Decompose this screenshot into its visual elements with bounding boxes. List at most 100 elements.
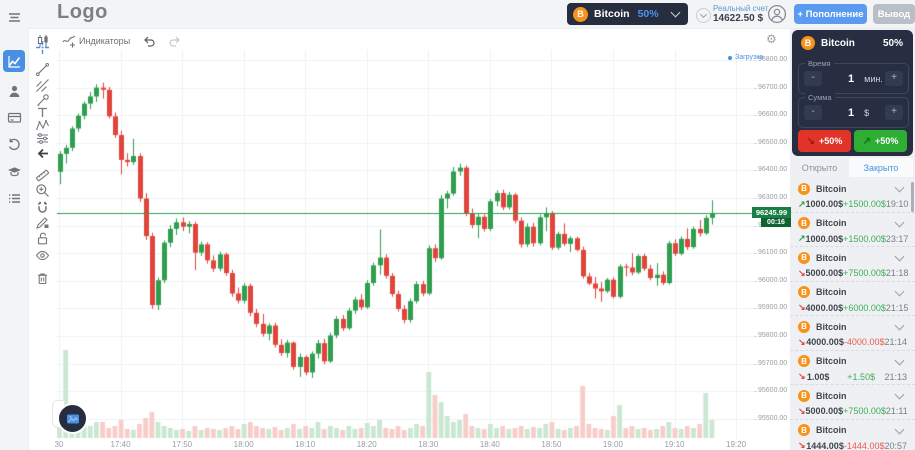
redo-button[interactable] <box>168 34 182 48</box>
amount-value[interactable]: 1 <box>848 106 855 119</box>
chevron-down-icon[interactable] <box>894 320 905 331</box>
sidebar-item-chart[interactable] <box>3 50 25 72</box>
trade-profit: +1500.00$ <box>843 199 886 209</box>
trade-asset: Bitcoin <box>816 183 847 194</box>
bet-up-button[interactable]: ↗ +50% <box>854 130 907 152</box>
time-tick: 17:40 <box>110 440 131 449</box>
eye-icon[interactable] <box>35 248 50 263</box>
sidebar-item-payments[interactable] <box>5 108 23 126</box>
price-axis[interactable]: 96800.00 96700.00 96600.00 96500.00 96400.00… <box>753 50 790 440</box>
drawing-tools <box>28 28 57 450</box>
zoom-in-icon[interactable] <box>35 183 50 198</box>
candle-style-button[interactable] <box>36 34 50 48</box>
amount-minus-button[interactable]: - <box>804 105 822 120</box>
time-label: Время <box>805 59 834 68</box>
trade-row[interactable]: B Bitcoin ↘ 1444.00$ -1444.00$ 20:57 <box>790 420 915 450</box>
trade-direction-icon: ↘ <box>798 302 806 312</box>
trade-profit: -4000.00$ <box>843 337 885 347</box>
trade-amount: 4000.00$ <box>805 302 844 313</box>
trade-row[interactable]: B Bitcoin ↘ 5000.00$ +7500.00$ 21:18 <box>790 247 915 282</box>
trade-row[interactable]: B Bitcoin ↗ 1000.00$ +1500.00$ 23:17 <box>790 213 915 247</box>
trade-profit: +6000.00$ <box>843 302 886 313</box>
trade-asset: Bitcoin <box>816 425 847 435</box>
time-tick: 19:10 <box>664 440 685 449</box>
fib-lines-icon[interactable] <box>35 78 50 93</box>
price-tick: 96700.00 <box>753 83 788 91</box>
sidebar-item-profile[interactable] <box>5 82 23 100</box>
chevron-down-icon[interactable] <box>894 424 905 434</box>
deposit-button[interactable]: + Пополнение <box>794 4 867 24</box>
chevron-down-icon[interactable] <box>894 251 905 262</box>
current-price-label: 96245.99 <box>752 207 791 219</box>
bet-down-button[interactable]: ↘ +50% <box>798 130 851 152</box>
trade-panel: B Bitcoin 50% Время - 1 мин. + Сумма - 1… <box>790 28 915 450</box>
crosshair-icon[interactable] <box>35 40 50 55</box>
withdraw-button[interactable]: Вывод <box>873 4 915 24</box>
trade-profit: +1500.00$ <box>843 233 886 244</box>
trade-profit: +7500.00$ <box>843 406 886 416</box>
time-value[interactable]: 1 <box>848 72 855 85</box>
bitcoin-icon: B <box>798 217 810 229</box>
trade-direction-icon: ↗ <box>798 198 806 209</box>
trade-row[interactable]: B Bitcoin ↘ 4000.00$ +6000.00$ 21:15 <box>790 282 915 316</box>
tab-open[interactable]: Открыто <box>801 162 838 173</box>
text-icon[interactable] <box>35 105 50 120</box>
time-minus-button[interactable]: - <box>804 71 822 86</box>
time-tick: 17:50 <box>172 440 193 449</box>
time-plus-button[interactable]: + <box>885 71 903 86</box>
time-tick: 18:30 <box>418 440 439 449</box>
trade-time: 21:13 <box>884 371 907 382</box>
account-balance: 14622.50 $ <box>713 13 764 24</box>
trade-row[interactable]: B Bitcoin ↘ 4000.00$ -4000.00$ 21:14 <box>790 316 915 351</box>
bitcoin-icon: B <box>798 286 810 298</box>
drawing-edit-icon[interactable] <box>35 215 50 230</box>
time-field: Время - 1 мин. + <box>798 59 909 94</box>
amount-field: Сумма - 1 $ + <box>798 93 909 128</box>
candlestick-chart[interactable] <box>57 50 755 440</box>
trades-tabs: Открыто Закрыто <box>790 158 915 177</box>
trade-row[interactable]: B Bitcoin ↘ 1.00$ +1.50$ 21:13 <box>790 351 915 385</box>
chevron-down-icon[interactable] <box>894 355 905 365</box>
chart-top-toolbar: Индикаторы <box>36 33 194 49</box>
trade-direction-icon: ↘ <box>798 267 806 278</box>
amount-plus-button[interactable]: + <box>885 105 903 120</box>
arrow-icon[interactable] <box>35 146 50 161</box>
price-tick: 96000.00 <box>753 276 788 284</box>
menu-icon[interactable] <box>5 8 23 26</box>
account-toggle[interactable] <box>696 8 711 23</box>
trash-icon[interactable] <box>35 271 50 286</box>
sidebar-item-education[interactable] <box>5 162 23 180</box>
trade-time: 20:57 <box>884 440 907 450</box>
pattern-icon[interactable] <box>35 118 50 133</box>
profile-button[interactable] <box>767 4 787 24</box>
indicators-button[interactable]: Индикаторы <box>62 34 130 48</box>
magnet-icon[interactable] <box>35 201 50 216</box>
undo-button[interactable] <box>142 34 156 48</box>
trade-row[interactable]: B Bitcoin ↗ 1000.00$ +1500.00$ 19:10 <box>790 178 915 213</box>
time-tick: 18:00 <box>233 440 254 449</box>
brush-icon[interactable] <box>35 93 50 108</box>
gear-icon[interactable]: ⚙ <box>766 32 777 46</box>
trade-amount: 5000.00$ <box>805 268 844 278</box>
chevron-down-icon[interactable] <box>894 217 905 227</box>
lock-icon[interactable] <box>35 231 50 246</box>
logo: Logo <box>57 1 108 23</box>
chevron-down-icon[interactable] <box>894 182 905 193</box>
asset-selector[interactable]: B Bitcoin 50% <box>567 3 688 25</box>
sidebar-item-orders[interactable] <box>5 189 23 207</box>
sidebar-item-history[interactable] <box>5 135 23 153</box>
trendline-icon[interactable] <box>35 62 50 77</box>
ruler-icon[interactable] <box>35 168 50 183</box>
support-widget-button[interactable] <box>57 403 88 434</box>
trade-row[interactable]: B Bitcoin ↘ 5000.00$ +7500.00$ 21:11 <box>790 385 915 420</box>
chevron-down-icon[interactable] <box>894 286 905 296</box>
scrollbar[interactable] <box>911 182 914 212</box>
bitcoin-icon: B <box>573 6 588 22</box>
chevron-down-icon[interactable] <box>894 389 905 400</box>
time-axis[interactable]: 30 17:40 17:50 18:00 18:10 18:20 18:30 18:40 18:… <box>55 438 755 450</box>
time-tick: 18:20 <box>356 440 377 449</box>
trend-down-icon: ↘ <box>806 135 816 147</box>
tab-closed[interactable]: Закрыто <box>849 158 913 177</box>
sliders-icon[interactable] <box>35 131 50 146</box>
